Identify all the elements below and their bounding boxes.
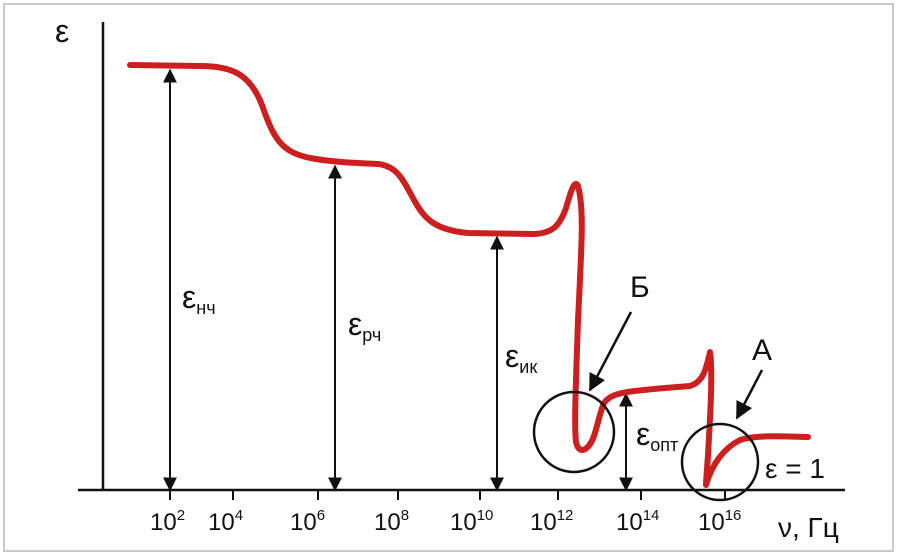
- figure-frame: [3, 3, 894, 552]
- label-eps-nch: εнч: [182, 279, 216, 318]
- marker-a-arrow: [735, 369, 764, 420]
- epsilon-one-label: ε = 1: [765, 453, 825, 484]
- tick-label-1e2: 102: [150, 507, 185, 536]
- x-tick-labels: 102 104 106 108 1010 1012 1014 1016: [150, 507, 741, 536]
- x-ticks: [169, 490, 726, 500]
- label-eps-opt: εопт: [636, 416, 678, 455]
- tick-label-1e8: 108: [374, 507, 409, 536]
- marker-b-arrow: [588, 311, 633, 392]
- tick-label-1e10: 1010: [450, 507, 493, 536]
- tick-label-1e4: 104: [208, 507, 243, 536]
- dispersion-curve: [127, 62, 811, 488]
- marker-b-label: Б: [630, 271, 650, 304]
- y-axis-label: ε: [55, 13, 69, 49]
- region-a-circle: [680, 422, 760, 502]
- label-eps-ik: εик: [505, 338, 537, 377]
- label-eps-rch: εрч: [348, 306, 381, 345]
- tick-label-1e12: 1012: [530, 507, 573, 536]
- tick-label-1e16: 1016: [698, 507, 741, 536]
- tick-label-1e14: 1014: [616, 507, 659, 536]
- tick-label-1e6: 106: [290, 507, 325, 536]
- marker-a-label: А: [752, 334, 772, 367]
- region-b-circle: [532, 390, 616, 474]
- x-axis-label: ν, Гц: [778, 512, 839, 543]
